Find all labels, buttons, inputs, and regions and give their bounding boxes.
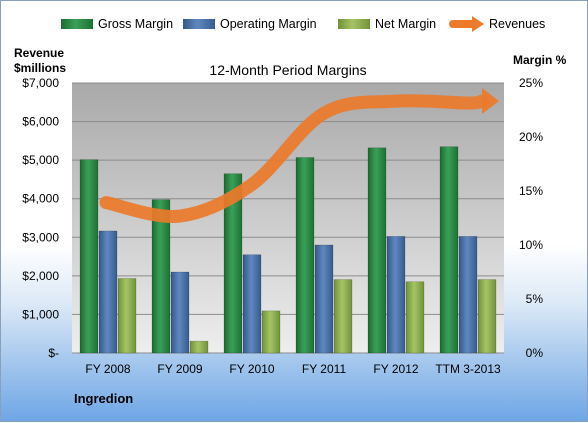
revenues-arrowhead (482, 88, 499, 115)
left-axis-label-line1: Revenue (14, 46, 64, 60)
net-margin-bar (261, 310, 281, 354)
left-tick-label: $3,000 (22, 230, 59, 244)
left-tick-label: $4,000 (22, 192, 59, 206)
left-tick-label: $7,000 (22, 76, 59, 90)
category-label: FY 2008 (85, 362, 130, 376)
gross-margin-bar (367, 147, 387, 354)
category-labels: FY 2008 FY 2009 FY 2010 FY 2011 FY 2012 TTM 3… (85, 362, 501, 376)
right-tick-label: 10% (519, 238, 543, 252)
gross-margin-bar (295, 157, 315, 354)
left-tick-label: $- (48, 346, 59, 360)
operating-margin-bar (98, 230, 118, 354)
legend-item-operating-margin: Operating Margin (183, 17, 317, 31)
right-axis-label: Margin % (513, 53, 567, 67)
legend-label-operating-margin: Operating Margin (220, 17, 317, 31)
net-margin-bar (405, 281, 425, 354)
operating-margin-bar (386, 236, 406, 354)
category-label: FY 2012 (373, 362, 418, 376)
category-label: TTM 3-2013 (435, 362, 501, 376)
net-margin-bar (477, 279, 497, 354)
legend: Gross Margin Operating Margin Net Margin… (61, 16, 545, 32)
legend-label-gross-margin: Gross Margin (98, 17, 173, 31)
net-margin-bar (117, 278, 137, 354)
gross-margin-bar (439, 146, 459, 354)
legend-item-gross-margin: Gross Margin (61, 17, 173, 31)
category-label: FY 2010 (229, 362, 274, 376)
chart-title: 12-Month Period Margins (209, 62, 366, 78)
right-tick-label: 15% (519, 184, 543, 198)
gross-margin-bar (151, 199, 171, 354)
legend-item-revenues: Revenues (449, 16, 545, 32)
operating-margin-bar (458, 236, 478, 354)
net-margin-bar (333, 279, 353, 354)
revenues-line-path (99, 94, 489, 223)
left-tick-label: $5,000 (22, 153, 59, 167)
gridlines (72, 82, 504, 354)
category-label: FY 2011 (302, 362, 347, 376)
left-tick-label: $6,000 (22, 115, 59, 129)
right-axis-ticks: 0% 5% 10% 15% 20% 25% (519, 76, 543, 360)
category-label: FY 2009 (157, 362, 202, 376)
legend-item-net-margin: Net Margin (338, 17, 436, 31)
net-margin-bar (189, 340, 209, 354)
gross-margin-bar (79, 159, 99, 354)
left-tick-label: $1,000 (22, 307, 59, 321)
right-tick-label: 5% (526, 292, 544, 306)
company-name: Ingredion (74, 391, 133, 406)
left-axis-label-line2: $millions (14, 61, 66, 75)
legend-label-revenues: Revenues (489, 17, 545, 31)
revenues-line (99, 88, 499, 223)
operating-margin-bar (170, 271, 190, 354)
left-tick-label: $2,000 (22, 269, 59, 283)
bar-series (79, 146, 497, 354)
plot-area (72, 83, 504, 353)
left-axis-ticks: $- $1,000 $2,000 $3,000 $4,000 $5,000 $6,000 $7… (22, 76, 59, 360)
right-tick-label: 25% (519, 76, 543, 90)
legend-label-net-margin: Net Margin (375, 17, 436, 31)
operating-margin-bar (242, 254, 262, 354)
operating-margin-bar (314, 244, 334, 354)
gross-margin-bar (223, 173, 243, 354)
right-tick-label: 20% (519, 130, 543, 144)
right-tick-label: 0% (526, 346, 544, 360)
